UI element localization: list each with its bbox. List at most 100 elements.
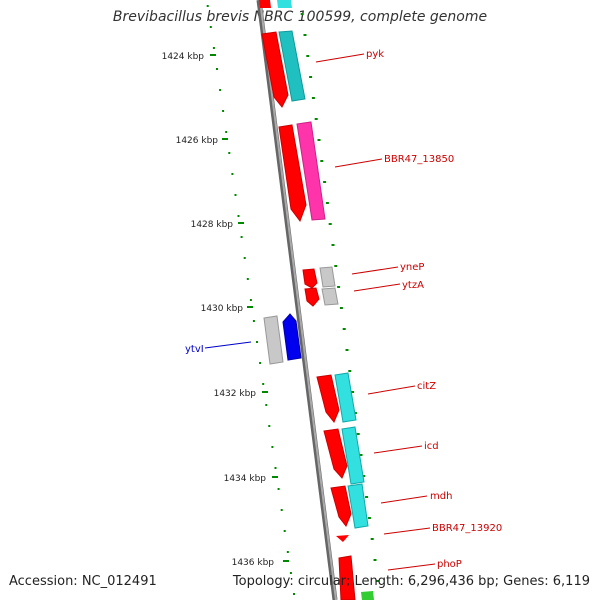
gene-label[interactable]: ytzA <box>402 280 424 291</box>
track-dot <box>367 517 371 519</box>
ruler-label: 1432 kbp <box>214 389 257 399</box>
gene-arrow-icd[interactable] <box>323 428 348 479</box>
ruler-dot <box>259 362 262 364</box>
ruler-dot <box>225 131 228 133</box>
gene-label[interactable]: ytvI <box>185 344 204 355</box>
gene-label[interactable]: phoP <box>437 559 462 570</box>
gene-arrow-phop[interactable] <box>338 555 356 600</box>
ruler-dot <box>289 572 292 574</box>
cds-block-icd[interactable] <box>341 426 365 485</box>
ruler-dot <box>283 530 286 532</box>
leader-line <box>380 495 428 504</box>
gene-arrow-ynep[interactable] <box>302 268 318 289</box>
track-dot <box>331 244 335 246</box>
ruler-dot <box>246 278 249 280</box>
gene-labels: pyk BBR47_13850 yneP ytzA ytvI citZ icd … <box>185 49 502 570</box>
gene-label[interactable]: pyk <box>366 49 384 60</box>
ruler-dot <box>237 215 240 217</box>
track-dot <box>309 76 313 78</box>
cds-block-citz[interactable] <box>334 372 357 423</box>
gene-arrow-ytza[interactable] <box>304 287 320 307</box>
track-dot <box>365 496 369 498</box>
ruler-dot <box>262 383 265 385</box>
ruler-dot <box>286 551 289 553</box>
track-dot <box>345 349 349 351</box>
ruler-dot <box>222 110 225 112</box>
ruler-dot <box>228 152 231 154</box>
track-dot <box>323 181 327 183</box>
gene-label[interactable]: BBR47_13850 <box>384 154 454 165</box>
ruler-dot <box>209 26 212 28</box>
cds-block-ytza[interactable] <box>321 287 339 306</box>
ruler-label: 1436 kbp <box>232 558 275 568</box>
gene-label[interactable]: icd <box>424 441 439 452</box>
ruler-dot <box>249 299 252 301</box>
track-dot <box>337 286 341 288</box>
ruler-ticks <box>210 54 289 562</box>
leader-line <box>353 283 401 292</box>
cds-block-ytvi[interactable] <box>263 315 284 365</box>
gene-arrow-bbr47-13920[interactable] <box>336 535 349 542</box>
leader-lines <box>204 53 436 571</box>
ruler-dot <box>274 467 277 469</box>
cds-block-phop[interactable] <box>361 591 374 600</box>
ruler-label: 1424 kbp <box>162 52 205 62</box>
track-dot <box>351 391 355 393</box>
ruler-dot <box>206 5 209 7</box>
ruler-dot <box>271 446 274 448</box>
ruler-dot <box>234 194 237 196</box>
track-dot <box>314 118 318 120</box>
track-dot <box>373 559 377 561</box>
gene-arrow[interactable] <box>259 0 271 8</box>
cds-block-mdh[interactable] <box>347 483 369 529</box>
feature-track-dots <box>300 13 380 582</box>
gene-arrow-citz[interactable] <box>316 374 340 423</box>
track-dot <box>306 55 310 57</box>
ruler-dot <box>277 488 280 490</box>
ruler-dot <box>265 404 268 406</box>
gene-label[interactable]: yneP <box>400 262 424 273</box>
gene-arrow-mdh[interactable] <box>330 485 352 527</box>
track-dot <box>300 13 304 15</box>
track-dot <box>317 139 321 141</box>
ruler-dot <box>268 425 271 427</box>
track-dot <box>311 97 315 99</box>
gene-label[interactable]: citZ <box>417 381 436 392</box>
track-dot <box>342 328 346 330</box>
leader-line <box>351 266 399 275</box>
ruler-dot <box>231 173 234 175</box>
track-dot <box>362 475 366 477</box>
ruler-dot <box>243 257 246 259</box>
gene-label[interactable]: BBR47_13920 <box>432 523 502 534</box>
gene-arrow-ytvi[interactable] <box>282 313 302 361</box>
track-dot <box>320 160 324 162</box>
ruler-label: 1426 kbp <box>176 136 219 146</box>
ruler-dot <box>256 341 258 343</box>
map-title: Brevibacillus brevis NBRC 100599, comple… <box>112 9 488 25</box>
cds-block-bbr47-13850[interactable] <box>296 121 326 221</box>
genome-summary-text: Topology: circular; Length: 6,296,436 bp… <box>232 574 590 589</box>
gene-label[interactable]: mdh <box>430 491 452 502</box>
cds-block[interactable] <box>277 0 292 8</box>
gene-features <box>259 0 374 600</box>
cds-block-pyk[interactable] <box>278 30 306 102</box>
ruler-dot <box>219 89 222 91</box>
ruler-dot <box>212 47 215 49</box>
ruler-labels: 1424 kbp 1426 kbp 1428 kbp 1430 kbp 1432… <box>162 52 275 568</box>
track-dot <box>334 265 338 267</box>
ruler-dot <box>216 68 218 70</box>
cds-block-ynep[interactable] <box>319 266 336 288</box>
ruler-dot <box>240 236 243 238</box>
track-dot <box>370 538 374 540</box>
leader-line <box>334 158 383 168</box>
ruler-dot <box>252 320 255 322</box>
gene-arrow-bbr47-13850[interactable] <box>278 124 307 223</box>
ruler-track <box>206 5 295 595</box>
track-dot <box>325 202 329 204</box>
gene-arrow-pyk[interactable] <box>261 31 289 108</box>
accession-text: Accession: NC_012491 <box>9 574 157 589</box>
leader-line <box>373 445 423 454</box>
track-dot <box>348 370 352 372</box>
ruler-dot <box>280 509 283 511</box>
